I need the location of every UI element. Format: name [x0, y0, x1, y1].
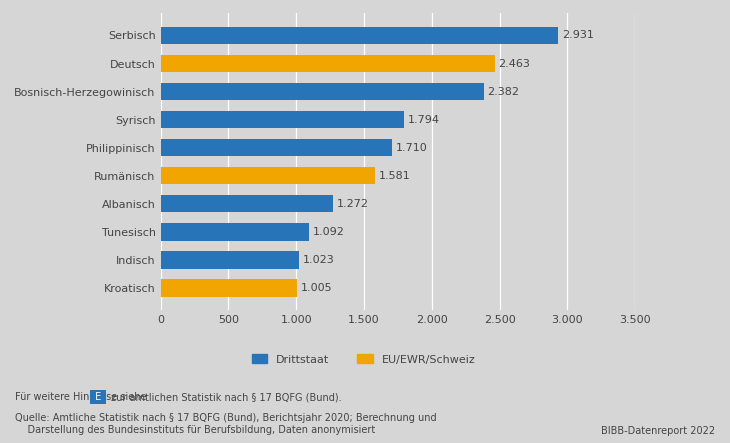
Text: Für weitere Hinweise siehe: Für weitere Hinweise siehe: [15, 392, 146, 402]
Bar: [161, 167, 375, 184]
Text: Quelle: Amtliche Statistik nach § 17 BQFG (Bund), Berichtsjahr 2020; Berechnung : Quelle: Amtliche Statistik nach § 17 BQF…: [15, 413, 437, 423]
Text: 1.023: 1.023: [303, 255, 335, 265]
Bar: [161, 279, 297, 297]
Text: 1.581: 1.581: [379, 171, 410, 181]
Bar: [161, 83, 483, 100]
Text: 1.272: 1.272: [337, 199, 369, 209]
Bar: [161, 55, 494, 72]
Text: 2.382: 2.382: [488, 86, 519, 97]
Text: 1.005: 1.005: [301, 283, 332, 293]
Text: 1.092: 1.092: [312, 227, 345, 237]
Text: E: E: [92, 392, 104, 402]
Text: 2.463: 2.463: [499, 58, 530, 69]
Bar: [161, 223, 309, 241]
Text: 2.931: 2.931: [562, 31, 593, 40]
Legend: Drittstaat, EU/EWR/Schweiz: Drittstaat, EU/EWR/Schweiz: [252, 354, 475, 365]
Text: 1.794: 1.794: [407, 115, 439, 124]
Bar: [161, 139, 393, 156]
Bar: [161, 251, 299, 268]
Text: 1.710: 1.710: [396, 143, 428, 153]
Text: Darstellung des Bundesinstituts für Berufsbildung, Daten anonymisiert: Darstellung des Bundesinstituts für Beru…: [15, 425, 374, 435]
Bar: [161, 27, 558, 44]
Text: BIBB-Datenreport 2022: BIBB-Datenreport 2022: [602, 426, 715, 436]
Bar: [161, 195, 333, 213]
Text: zur amtlichen Statistik nach § 17 BQFG (Bund).: zur amtlichen Statistik nach § 17 BQFG (…: [108, 392, 342, 402]
Bar: [161, 111, 404, 128]
